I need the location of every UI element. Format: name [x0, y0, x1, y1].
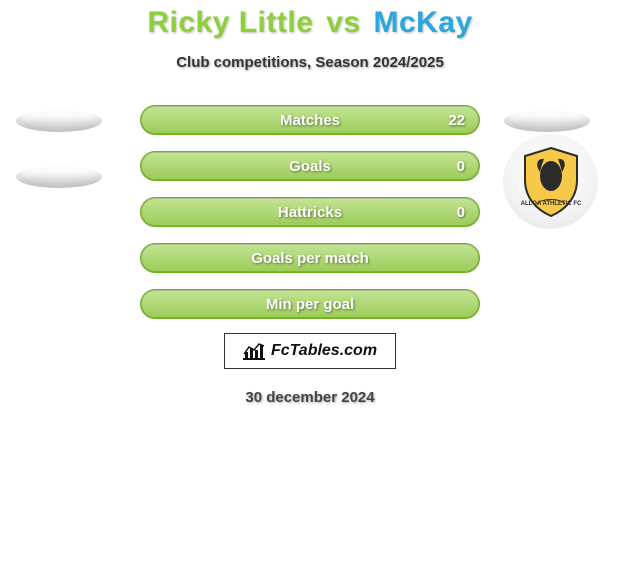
- brand-text: FcTables.com: [271, 342, 377, 360]
- chart-icon: [243, 342, 265, 360]
- player2-value-placeholder: [504, 110, 590, 132]
- stat-bar: Matches 22: [140, 105, 480, 135]
- stat-label: Matches: [280, 112, 340, 129]
- stat-label: Hattricks: [278, 204, 342, 221]
- card-subtitle: Club competitions, Season 2024/2025: [0, 54, 620, 71]
- card-footer: FcTables.com: [0, 333, 620, 369]
- stat-bar: Min per goal: [140, 289, 480, 319]
- stat-row: Goals per match: [0, 241, 620, 275]
- title-separator: vs: [326, 6, 360, 39]
- player1-value-placeholder: [16, 110, 102, 132]
- card-title: Ricky Little vs McKay: [0, 6, 620, 40]
- stat-bar: Goals 0: [140, 151, 480, 181]
- player2-name: McKay: [373, 6, 472, 39]
- stat-value: 0: [457, 152, 465, 182]
- stat-value: 0: [457, 198, 465, 228]
- stat-bar: Goals per match: [140, 243, 480, 273]
- comparison-card: Ricky Little vs McKay Club competitions,…: [0, 0, 620, 580]
- stats-rows: Matches 22 Goals 0 ALLOA ATHLETIC FC: [0, 103, 620, 321]
- brand-badge[interactable]: FcTables.com: [224, 333, 396, 369]
- card-date: 30 december 2024: [0, 389, 620, 406]
- stat-label: Goals per match: [251, 250, 369, 267]
- stat-row: Hattricks 0: [0, 195, 620, 229]
- stat-label: Min per goal: [266, 296, 354, 313]
- stat-row: Matches 22: [0, 103, 620, 137]
- stat-row: Goals 0 ALLOA ATHLETIC FC: [0, 149, 620, 183]
- player1-value-placeholder: [16, 166, 102, 188]
- stat-bar: Hattricks 0: [140, 197, 480, 227]
- stat-value: 22: [448, 106, 465, 136]
- stat-row: Min per goal: [0, 287, 620, 321]
- player1-name: Ricky Little: [147, 6, 313, 39]
- stat-label: Goals: [289, 158, 331, 175]
